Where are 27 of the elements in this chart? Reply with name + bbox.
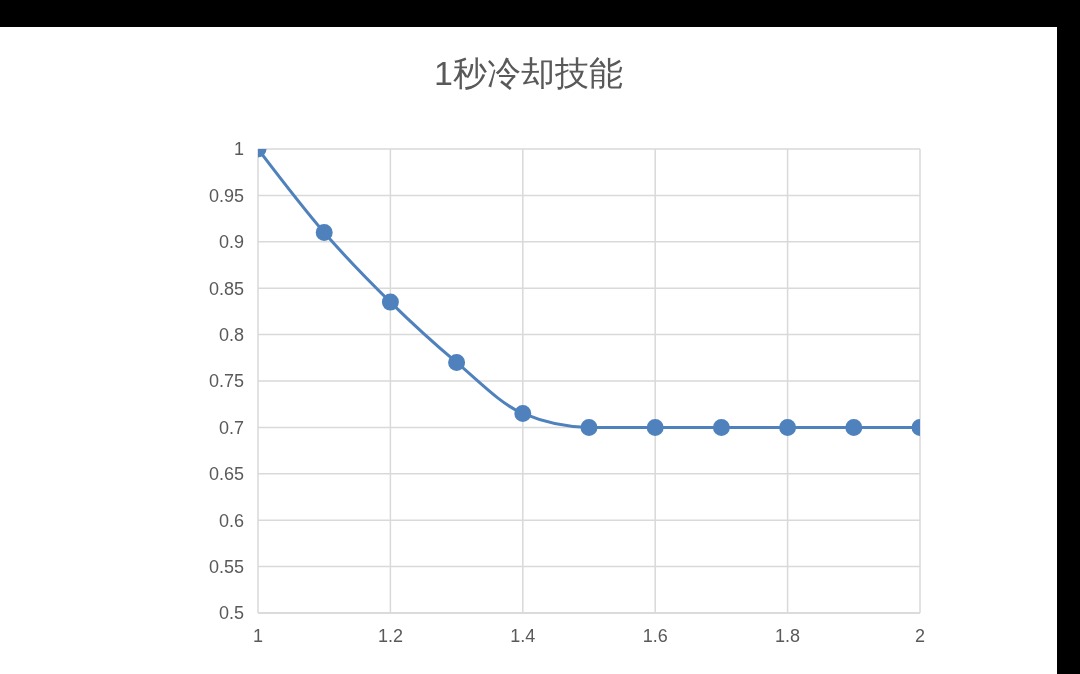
y-tick-label: 0.85 (208, 278, 244, 299)
x-tick-label: 1.4 (510, 625, 536, 646)
x-tick-label: 1 (252, 625, 264, 646)
x-tick-label: 2 (914, 625, 926, 646)
x-tick-label: 1.6 (642, 625, 668, 646)
y-tick-label: 0.7 (218, 417, 244, 438)
point (381, 293, 399, 311)
point (646, 418, 664, 436)
point (315, 224, 333, 242)
point (712, 418, 730, 436)
x-tick-label: 1.2 (377, 625, 403, 646)
y-tick-label: 0.65 (208, 464, 244, 485)
y-tick-label: 0.9 (218, 232, 244, 253)
y-tick-label: 0.95 (208, 185, 244, 206)
y-tick-label: 0.6 (218, 510, 244, 531)
point (448, 353, 466, 371)
point (580, 418, 598, 436)
point (514, 404, 532, 422)
y-tick-label: 0.75 (208, 371, 244, 392)
point (779, 418, 797, 436)
chart-title: 1秒冷却技能 (433, 53, 624, 94)
x-tick-label: 1.8 (775, 625, 801, 646)
y-tick-label: 0.55 (208, 556, 244, 577)
point (845, 418, 863, 436)
y-tick-label: 0.8 (218, 324, 244, 345)
y-tick-label: 1 (233, 139, 244, 160)
y-tick-label: 0.5 (218, 603, 244, 624)
